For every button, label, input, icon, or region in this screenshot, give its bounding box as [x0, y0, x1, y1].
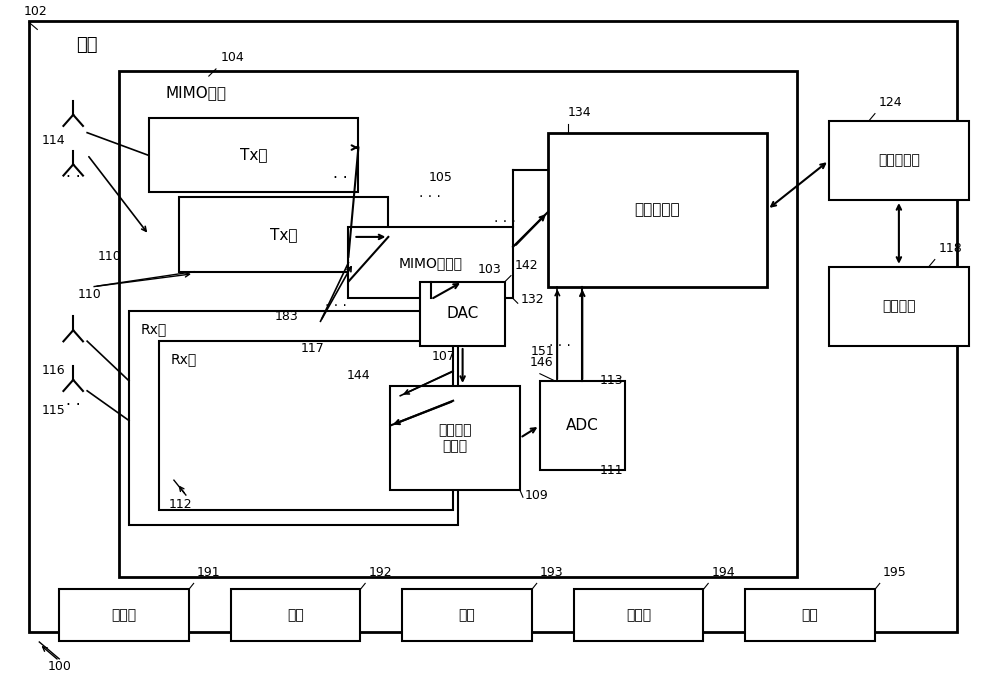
Text: 存储器: 存储器	[626, 608, 651, 622]
Text: · ·: · ·	[66, 398, 81, 413]
Text: 102: 102	[23, 5, 47, 17]
Bar	[59, 589, 189, 641]
Text: 192: 192	[368, 566, 392, 579]
Text: 100: 100	[47, 660, 71, 674]
Text: 134: 134	[568, 106, 591, 119]
Text: 113: 113	[600, 374, 623, 387]
Text: 109: 109	[525, 489, 549, 502]
Bar	[159, 341, 453, 510]
Text: DAC: DAC	[446, 306, 479, 322]
Text: 车载系统: 车载系统	[882, 299, 916, 313]
Text: · · ·: · · ·	[419, 190, 441, 204]
Text: 142: 142	[515, 258, 539, 272]
Text: 195: 195	[883, 566, 907, 579]
Bar	[179, 198, 388, 272]
Text: · · ·: · · ·	[494, 215, 516, 229]
Text: 车辆: 车辆	[76, 36, 98, 54]
Text: 114: 114	[41, 134, 65, 147]
Text: 110: 110	[77, 288, 101, 301]
Text: 115: 115	[41, 404, 65, 417]
Bar	[574, 589, 703, 641]
Text: · · ·: · · ·	[549, 339, 571, 353]
Text: 144: 144	[347, 369, 370, 383]
Text: 雷达处理器: 雷达处理器	[635, 202, 680, 217]
Text: 输出: 输出	[459, 608, 475, 622]
Bar	[548, 132, 767, 286]
Text: ADC: ADC	[566, 418, 599, 433]
Bar	[540, 381, 625, 471]
Text: 151: 151	[531, 344, 555, 358]
Text: Rx链: Rx链	[141, 322, 167, 336]
Text: · · ·: · · ·	[325, 299, 346, 313]
Text: 104: 104	[221, 51, 245, 64]
Text: 193: 193	[540, 566, 564, 579]
Text: MIMO滤波器: MIMO滤波器	[399, 256, 463, 270]
Bar	[149, 118, 358, 192]
Bar	[348, 227, 513, 299]
Text: 输入: 输入	[287, 608, 304, 622]
Text: 处理器: 处理器	[111, 608, 137, 622]
Text: 118: 118	[939, 242, 963, 255]
Text: · ·: · ·	[333, 171, 348, 186]
Text: 191: 191	[197, 566, 220, 579]
Text: 系统控制器: 系统控制器	[878, 153, 920, 168]
Text: 183: 183	[275, 310, 299, 323]
Text: 模拟信号
组合器: 模拟信号 组合器	[438, 423, 472, 453]
Bar	[119, 71, 797, 577]
Text: 111: 111	[600, 464, 623, 477]
Text: 116: 116	[41, 365, 65, 378]
Text: 194: 194	[711, 566, 735, 579]
Text: 存储: 存储	[802, 608, 819, 622]
Text: Rx链: Rx链	[171, 352, 197, 366]
Text: MIMO雷达: MIMO雷达	[166, 85, 227, 100]
Text: Tx链: Tx链	[270, 227, 297, 242]
Text: 107: 107	[431, 349, 455, 362]
Bar	[829, 121, 969, 200]
Text: 124: 124	[879, 96, 903, 109]
Bar	[231, 589, 360, 641]
Bar	[420, 281, 505, 346]
Bar	[745, 589, 875, 641]
Text: 110: 110	[97, 250, 121, 263]
Bar	[390, 386, 520, 490]
Bar	[829, 267, 969, 346]
Bar	[129, 311, 458, 525]
Text: 117: 117	[301, 342, 324, 355]
Text: 146: 146	[530, 356, 554, 369]
Bar	[29, 21, 957, 632]
Bar	[402, 589, 532, 641]
Text: 132: 132	[521, 293, 545, 306]
Text: 112: 112	[169, 498, 193, 511]
Text: · ·: · ·	[66, 170, 81, 185]
Text: 105: 105	[428, 171, 452, 184]
Text: Tx链: Tx链	[240, 148, 267, 163]
Text: 103: 103	[478, 263, 502, 277]
